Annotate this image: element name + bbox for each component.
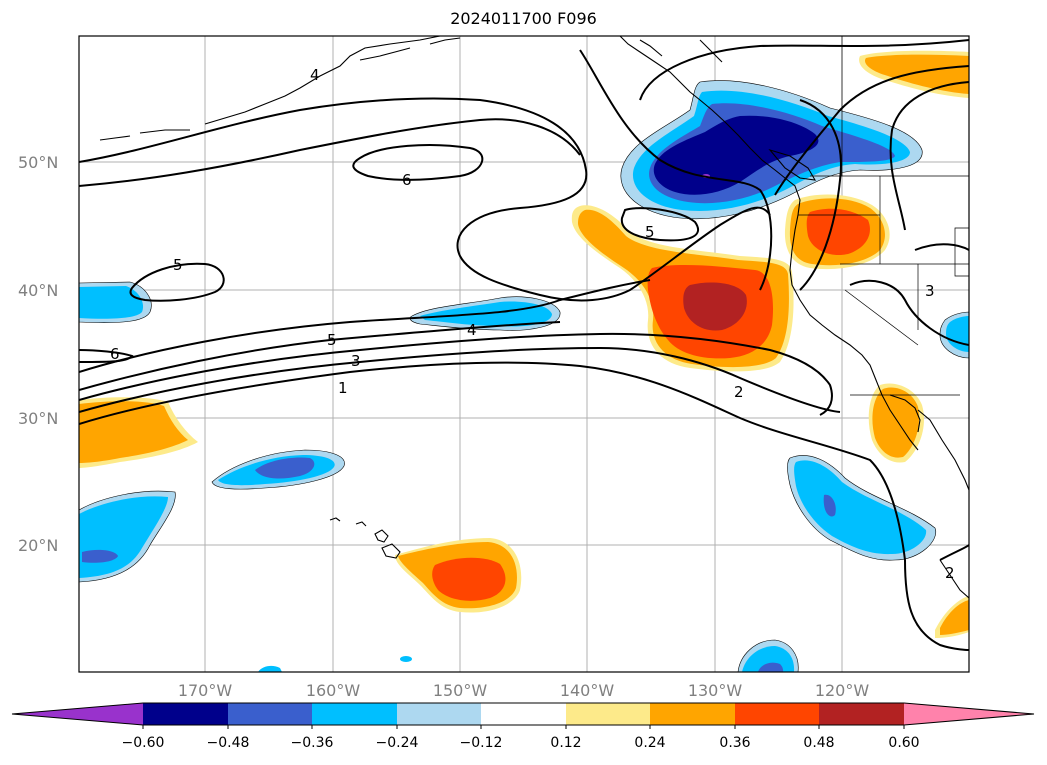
colorbar-segment bbox=[819, 703, 904, 725]
contours bbox=[79, 39, 969, 651]
negative-anomaly-bottom-125w bbox=[737, 639, 799, 672]
colorbar-segment bbox=[397, 703, 481, 725]
contour-label: 3 bbox=[351, 352, 361, 370]
colorbar-tick-label: 0.24 bbox=[634, 735, 665, 751]
negative-anomaly-dot bbox=[400, 656, 412, 662]
contour-labels: 4 6 5 5 5 6 4 3 1 2 3 2 bbox=[110, 66, 955, 582]
contour-label: 6 bbox=[110, 345, 120, 363]
lon-label: 140°W bbox=[560, 681, 615, 700]
coastlines bbox=[99, 36, 969, 599]
lon-label: 130°W bbox=[688, 681, 743, 700]
lat-label: 20°N bbox=[18, 536, 58, 555]
negative-anomaly-west-edge-20n bbox=[79, 490, 176, 583]
lat-label: 50°N bbox=[18, 153, 58, 172]
contour-label: 5 bbox=[173, 256, 183, 274]
colorbar-extend-low bbox=[12, 703, 143, 725]
colorbar: −0.60 −0.48 −0.36 −0.24 −0.12 0.12 0.24 … bbox=[11, 702, 1035, 751]
latitude-labels: 50°N 40°N 30°N 20°N bbox=[18, 153, 58, 555]
contour-label: 4 bbox=[310, 66, 320, 84]
colorbar-segment bbox=[143, 703, 228, 725]
contour-label: 1 bbox=[338, 379, 348, 397]
colorbar-tick-label: 0.48 bbox=[803, 735, 834, 751]
colorbar-tick-label: 0.12 bbox=[550, 735, 581, 751]
lon-label: 150°W bbox=[433, 681, 488, 700]
negative-anomaly-west-edge-40n bbox=[79, 281, 152, 323]
positive-anomaly-california-offshore bbox=[571, 205, 794, 372]
contour-label: 2 bbox=[734, 383, 744, 401]
lon-label: 170°W bbox=[178, 681, 233, 700]
colorbar-segment bbox=[228, 703, 312, 725]
negative-anomaly-bottom-small bbox=[258, 665, 282, 672]
positive-anomaly-baja bbox=[868, 383, 925, 463]
contour-label: 4 bbox=[467, 321, 477, 339]
contour-label: 3 bbox=[925, 282, 935, 300]
colorbar-segment bbox=[566, 703, 650, 725]
colorbar-segment bbox=[481, 703, 566, 725]
colorbar-tick-label: 0.36 bbox=[719, 735, 750, 751]
colorbar-tick-label: −0.60 bbox=[122, 735, 165, 751]
contour-label: 6 bbox=[402, 171, 412, 189]
colorbar-segment bbox=[312, 703, 397, 725]
colorbar-tick-label: −0.48 bbox=[207, 735, 250, 751]
positive-anomaly-oregon-coast bbox=[784, 194, 890, 270]
colorbar-tick-label: 0.60 bbox=[888, 735, 919, 751]
map-content: 4 6 5 5 5 6 4 3 1 2 3 2 bbox=[79, 36, 969, 672]
negative-anomaly-baja-offshore bbox=[787, 455, 937, 561]
lat-label: 30°N bbox=[18, 409, 58, 428]
colorbar-tick-label: −0.36 bbox=[291, 735, 334, 751]
positive-anomaly-bottom-right bbox=[935, 596, 969, 638]
lat-label: 40°N bbox=[18, 281, 58, 300]
lon-label: 120°W bbox=[815, 681, 870, 700]
map-title: 2024011700 F096 bbox=[450, 9, 597, 28]
lon-label: 160°W bbox=[306, 681, 361, 700]
positive-anomaly-south-of-hawaii bbox=[395, 538, 522, 613]
map-border bbox=[78, 35, 970, 673]
longitude-labels: 170°W 160°W 150°W 140°W 130°W 120°W bbox=[178, 681, 870, 700]
colorbar-segment bbox=[735, 703, 819, 725]
contour-label: 2 bbox=[945, 564, 955, 582]
colorbar-segment bbox=[650, 703, 735, 725]
contour-label: 5 bbox=[645, 223, 655, 241]
colorbar-tick-label: −0.12 bbox=[460, 735, 503, 751]
borders bbox=[798, 36, 969, 396]
colorbar-tick-label: −0.24 bbox=[376, 735, 419, 751]
colorbar-extend-high bbox=[904, 703, 1034, 725]
contour-label: 5 bbox=[327, 331, 337, 349]
gridlines bbox=[79, 36, 969, 672]
negative-anomaly-163w-26n bbox=[211, 449, 345, 490]
